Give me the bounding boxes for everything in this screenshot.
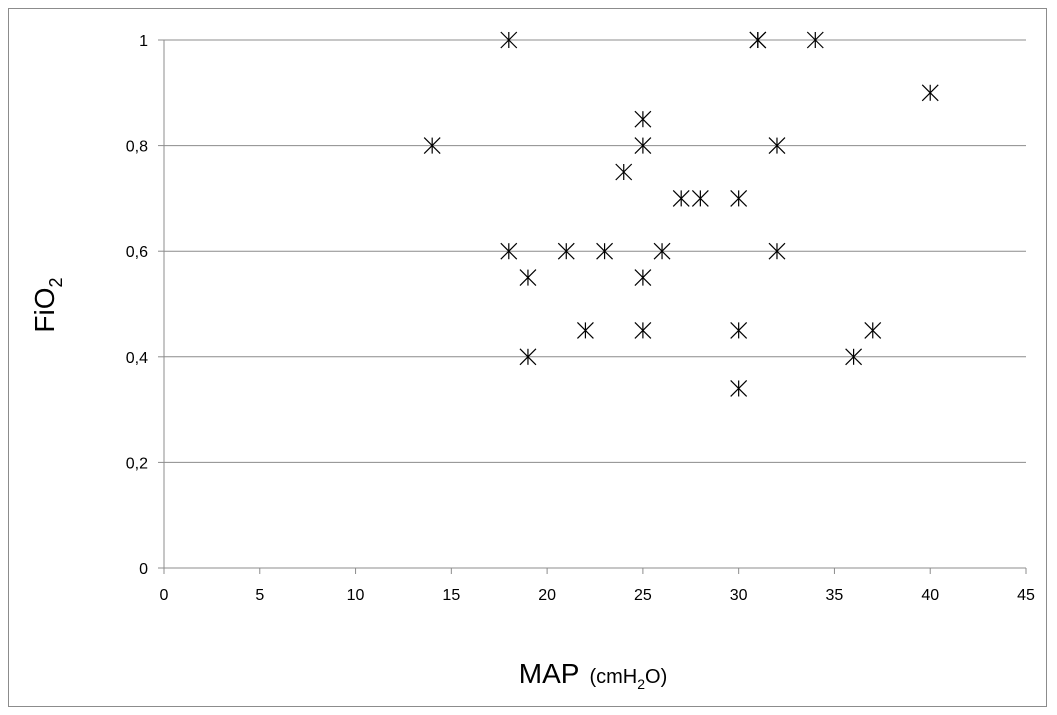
x-tick-label: 10 — [347, 587, 365, 604]
x-tick-label: 15 — [442, 587, 460, 604]
data-points — [423, 31, 939, 397]
data-point — [864, 321, 882, 339]
data-point — [806, 31, 824, 49]
data-point — [423, 137, 441, 155]
data-point — [768, 242, 786, 260]
x-tick-label: 45 — [1017, 587, 1035, 604]
y-axis-title-sub: 2 — [46, 277, 66, 287]
y-tick-label: 0 — [139, 561, 148, 578]
data-point — [634, 269, 652, 287]
x-axis-title-main: MAP — [519, 658, 580, 689]
x-tick-labels: 0 5 10 15 20 25 30 35 40 45 — [160, 587, 1035, 604]
data-point — [634, 321, 652, 339]
x-tick-label: 35 — [826, 587, 844, 604]
y-axis-title: FiO2 — [29, 277, 66, 332]
x-axis-title-unit-prefix: (cmH — [589, 666, 637, 688]
data-point — [730, 321, 748, 339]
x-tick-label: 40 — [921, 587, 939, 604]
y-tick-label: 0,6 — [126, 244, 148, 261]
axes — [158, 39, 1027, 574]
data-point — [615, 163, 633, 181]
y-tick-label: 0,8 — [126, 139, 148, 156]
data-point — [749, 31, 767, 49]
x-tick-label: 0 — [160, 587, 169, 604]
data-point — [500, 242, 518, 260]
y-tick-label: 0,4 — [126, 350, 148, 367]
data-point — [519, 348, 537, 366]
data-point — [768, 137, 786, 155]
data-point — [519, 269, 537, 287]
data-point — [653, 242, 671, 260]
data-point — [845, 348, 863, 366]
data-point — [730, 189, 748, 207]
grid-lines — [164, 39, 1026, 463]
x-tick-label: 5 — [255, 587, 264, 604]
data-point — [500, 31, 518, 49]
y-tick-label: 0,2 — [126, 455, 148, 472]
x-tick-label: 25 — [634, 587, 652, 604]
data-point — [691, 189, 709, 207]
y-tick-labels: 0 0,2 0,4 0,6 0,8 1 — [126, 33, 148, 578]
data-point — [596, 242, 614, 260]
x-tick-label: 30 — [730, 587, 748, 604]
x-axis-title-unit-suffix: O) — [645, 666, 667, 688]
data-point — [921, 84, 939, 102]
data-point — [557, 242, 575, 260]
data-point — [576, 321, 594, 339]
y-axis-title-main: FiO — [29, 287, 60, 332]
x-axis-title: MAP (cmH2O) — [519, 658, 667, 692]
data-point — [634, 110, 652, 128]
y-tick-label: 1 — [139, 33, 148, 50]
x-axis-title-unit-sub: 2 — [637, 676, 645, 692]
data-point — [634, 137, 652, 155]
data-point — [730, 380, 748, 397]
data-point — [672, 189, 690, 207]
x-tick-label: 20 — [538, 587, 556, 604]
